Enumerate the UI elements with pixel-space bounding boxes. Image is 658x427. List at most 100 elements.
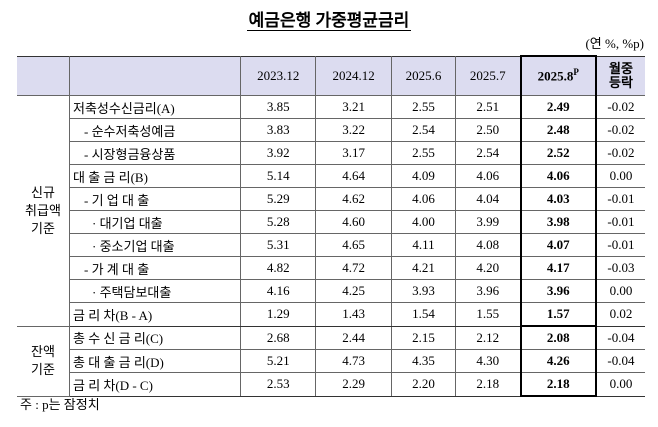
value-cell: 4.26 xyxy=(519,349,597,373)
value-cell: 3.96 xyxy=(519,279,597,303)
row-label: · 중소기업 대출 xyxy=(69,233,241,257)
value-cell: -0.01 xyxy=(595,187,645,211)
value-cell: -0.01 xyxy=(595,233,645,257)
row-label: 금 리 차(B - A) xyxy=(69,302,241,327)
row-label: 금 리 차(D - C) xyxy=(69,372,241,397)
value-cell: 4.16 xyxy=(239,279,317,303)
value-cell: 4.20 xyxy=(455,256,521,280)
value-cell: 2.54 xyxy=(455,141,521,165)
value-cell: 4.72 xyxy=(315,256,392,280)
value-cell: 5.31 xyxy=(239,233,317,257)
data-row: · 중소기업 대출 5.31 4.65 4.11 4.08 4.07 -0.01 xyxy=(17,233,645,257)
title-text: 예금은행 가중평균금리 xyxy=(246,11,412,31)
value-cell: 0.00 xyxy=(595,279,645,303)
group-cell: 잔액 기준 xyxy=(17,325,70,397)
table-head: 2023.12 2024.12 2025.6 2025.7 2025.8P 월중 등락 xyxy=(17,55,645,96)
column-label: 2025.7 xyxy=(469,67,506,83)
value-cell: 2.08 xyxy=(519,325,597,350)
data-row: - 기 업 대 출 5.29 4.62 4.06 4.04 4.03 -0.01 xyxy=(17,187,645,211)
group-label: 취급액 xyxy=(25,202,61,218)
data-row: - 가 계 대 출 4.82 4.72 4.21 4.20 4.17 -0.03 xyxy=(17,256,645,280)
column-label: 2023.12 xyxy=(257,67,300,83)
data-row: 금 리 차(D - C) 2.53 2.29 2.20 2.18 2.18 0.00 xyxy=(17,372,645,397)
table-body: 신규 취급액 기준 저축성수신금리(A) 3.85 3.21 2.55 2.51 2.49 -0.… xyxy=(17,95,645,397)
group-label: 잔액 xyxy=(31,344,55,359)
value-cell: -0.01 xyxy=(595,210,645,234)
value-cell: 5.14 xyxy=(239,164,317,188)
value-cell: 4.04 xyxy=(455,187,521,211)
value-cell: 4.25 xyxy=(315,279,392,303)
value-cell: 0.02 xyxy=(595,302,645,327)
value-cell: 4.73 xyxy=(315,349,392,373)
data-row: - 순수저축성예금 3.83 3.22 2.54 2.50 2.48 -0.02 xyxy=(17,118,645,142)
row-label: - 가 계 대 출 xyxy=(69,256,241,280)
unit: (연 %, %p) xyxy=(585,36,644,51)
value-cell: 2.29 xyxy=(315,372,392,397)
value-cell: 0.00 xyxy=(595,164,645,188)
data-row: 잔액 기준 총 수 신 금 리(C) 2.68 2.44 2.15 2.12 2.08 -0.0… xyxy=(17,325,645,397)
value-cell: 2.68 xyxy=(239,325,317,350)
value-cell: 4.82 xyxy=(239,256,317,280)
header-cell: 2024.12 xyxy=(315,55,392,96)
value-cell: 4.65 xyxy=(315,233,392,257)
value-cell: 3.93 xyxy=(390,279,457,303)
data-row: 대 출 금 리(B) 5.14 4.64 4.09 4.06 4.06 0.00 xyxy=(17,164,645,188)
value-cell: 4.08 xyxy=(455,233,521,257)
group-cell: 신규 취급액 기준 xyxy=(17,95,70,327)
value-cell: 4.07 xyxy=(519,233,597,257)
value-cell: -0.03 xyxy=(595,256,645,280)
value-cell: 5.28 xyxy=(239,210,317,234)
header-cell: 2025.6 xyxy=(390,55,457,96)
value-cell: 4.11 xyxy=(390,233,457,257)
value-cell: 1.54 xyxy=(390,302,457,327)
value-cell: 2.49 xyxy=(519,95,597,119)
group-label: 기준 xyxy=(31,220,55,236)
value-cell: 4.35 xyxy=(390,349,457,373)
row-label: · 대기업 대출 xyxy=(69,210,241,234)
value-cell: -0.02 xyxy=(595,118,645,142)
value-cell: 2.15 xyxy=(390,325,457,350)
value-cell: 2.53 xyxy=(239,372,317,397)
value-cell: -0.02 xyxy=(595,141,645,165)
data-row: · 대기업 대출 5.28 4.60 4.00 3.99 3.98 -0.01 xyxy=(17,210,645,234)
value-cell: 3.98 xyxy=(519,210,597,234)
value-cell: 4.30 xyxy=(455,349,521,373)
provisional-mark: P xyxy=(573,67,579,78)
data-row: 신규 취급액 기준 저축성수신금리(A) 3.85 3.21 2.55 2.51 2.49 -0.… xyxy=(17,95,645,327)
title: 예금은행 가중평균금리 xyxy=(0,6,658,31)
header-cell: 2023.12 xyxy=(239,55,317,96)
header-cell: 2025.7 xyxy=(455,55,521,96)
value-cell: 5.29 xyxy=(239,187,317,211)
row-label: 총 수 신 금 리(C) xyxy=(69,325,241,350)
value-cell: 4.06 xyxy=(519,164,597,188)
value-cell: 2.50 xyxy=(455,118,521,142)
data-row: 총 대 출 금 리(D) 5.21 4.73 4.35 4.30 4.26 -0.04 xyxy=(17,349,645,373)
value-cell: 3.99 xyxy=(455,210,521,234)
value-cell: 2.44 xyxy=(315,325,392,350)
value-cell: 1.57 xyxy=(519,302,597,327)
value-cell: -0.04 xyxy=(595,325,645,350)
value-cell: 4.62 xyxy=(315,187,392,211)
value-cell: 4.03 xyxy=(519,187,597,211)
value-cell: 1.43 xyxy=(315,302,392,327)
value-cell: 3.22 xyxy=(315,118,392,142)
value-cell: 4.60 xyxy=(315,210,392,234)
header-cell: 2025.8P xyxy=(519,55,597,96)
column-label: 2024.12 xyxy=(332,67,375,83)
header-cell xyxy=(69,55,241,96)
value-cell: 4.64 xyxy=(315,164,392,188)
value-cell: -0.02 xyxy=(595,95,645,119)
change-header: 등락 xyxy=(609,74,633,90)
row-label: - 시장형금융상품 xyxy=(69,141,241,165)
value-cell: 2.55 xyxy=(390,141,457,165)
value-cell: 3.96 xyxy=(455,279,521,303)
value-cell: 2.18 xyxy=(519,372,597,397)
rate-table: 2023.12 2024.12 2025.6 2025.7 2025.8P 월중 등락 신규 취… xyxy=(17,55,645,397)
value-cell: 1.29 xyxy=(239,302,317,327)
value-cell: 2.18 xyxy=(455,372,521,397)
header-row: 2023.12 2024.12 2025.6 2025.7 2025.8P 월중 등락 xyxy=(17,55,645,96)
data-row: · 주택담보대출 4.16 4.25 3.93 3.96 3.96 0.00 xyxy=(17,279,645,303)
row-label: - 순수저축성예금 xyxy=(69,118,241,142)
value-cell: 0.00 xyxy=(595,372,645,397)
